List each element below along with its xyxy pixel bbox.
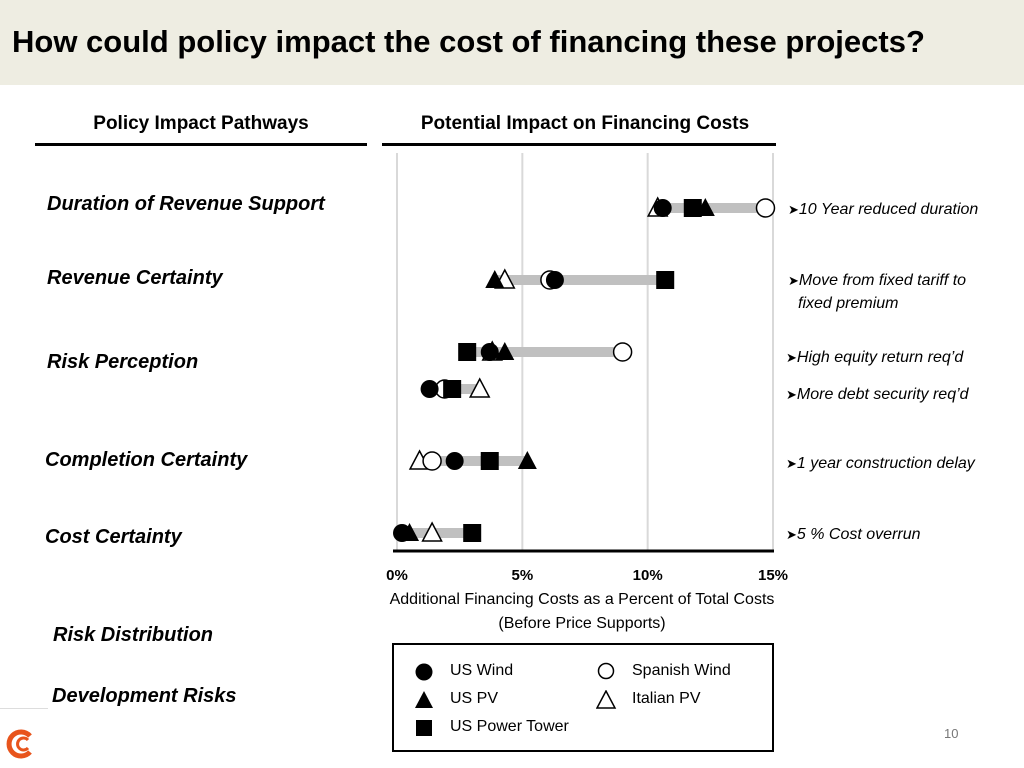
marker-row-3-us-wind bbox=[420, 380, 439, 398]
note-cost-overrun: ➤5 % Cost overrun bbox=[786, 526, 921, 543]
open-triangle-icon bbox=[596, 690, 617, 709]
note-equity-return: ➤High equity return req’d bbox=[786, 349, 964, 366]
x-tick-label-2: 10% bbox=[632, 567, 663, 584]
row-label-cost-certainty: Cost Certainty bbox=[45, 526, 182, 548]
arrow-bullet-icon: ➤ bbox=[786, 387, 797, 402]
marker-row-2-us-power-tower bbox=[458, 343, 477, 361]
right-column-header: Potential Impact on Financing Costs bbox=[420, 113, 750, 134]
row-label-risk-perception: Risk Perception bbox=[47, 351, 199, 373]
page-title: How could policy impact the cost of fina… bbox=[12, 24, 925, 59]
right-header-rule bbox=[382, 143, 776, 146]
title-bar bbox=[0, 0, 1024, 85]
note-revenue-certainty: ➤Move from fixed tariff to fixed premium bbox=[788, 272, 967, 312]
row-label-duration: Duration of Revenue Support bbox=[47, 193, 325, 215]
arrow-bullet-icon: ➤ bbox=[786, 527, 797, 542]
marker-row-5-us-power-tower bbox=[463, 524, 482, 542]
marker-row-1-us-wind bbox=[545, 271, 564, 289]
left-column-header: Policy Impact Pathways bbox=[93, 113, 309, 134]
arrow-bullet-icon: ➤ bbox=[786, 350, 797, 365]
marker-row-1-us-pv bbox=[485, 270, 505, 288]
note-debt-security: ➤More debt security req’d bbox=[786, 386, 969, 403]
marker-row-2-us-wind bbox=[480, 343, 499, 361]
marker-row-2-spanish-wind bbox=[612, 342, 633, 362]
marker-row-4-spanish-wind bbox=[422, 451, 442, 471]
marker-row-4-us-wind bbox=[445, 452, 464, 470]
marker-row-3-italian-pv bbox=[468, 377, 491, 398]
marker-row-0-us-power-tower bbox=[683, 199, 702, 217]
marker-row-0-us-wind bbox=[653, 199, 672, 217]
x-axis-label: Additional Financing Costs as a Percent … bbox=[389, 591, 775, 632]
note-construction-delay: ➤1 year construction delay bbox=[786, 455, 975, 472]
marker-row-5-italian-pv bbox=[421, 521, 443, 542]
marker-row-1-us-power-tower bbox=[656, 271, 675, 289]
page-number: 10 bbox=[944, 726, 959, 741]
marker-row-2-us-pv bbox=[495, 342, 515, 360]
marker-row-5-us-wind bbox=[393, 524, 412, 542]
arrow-bullet-icon: ➤ bbox=[788, 273, 799, 288]
label-risk-distribution: Risk Distribution bbox=[53, 624, 214, 646]
open-circle-icon bbox=[597, 662, 615, 680]
x-tick-label-1: 5% bbox=[511, 567, 534, 584]
arrow-bullet-icon: ➤ bbox=[788, 202, 799, 217]
x-tick-label-0: 0% bbox=[386, 567, 408, 584]
marker-row-3-us-power-tower bbox=[443, 380, 462, 398]
arrow-bullet-icon: ➤ bbox=[786, 456, 797, 471]
label-development-risks: Development Risks bbox=[52, 685, 237, 707]
logo-icon bbox=[0, 708, 48, 759]
legend: US Wind Spanish Wind US PV Italian PV US… bbox=[392, 643, 774, 752]
row-label-completion-certainty: Completion Certainty bbox=[45, 449, 248, 471]
left-header-rule bbox=[35, 143, 367, 146]
marker-row-0-spanish-wind bbox=[755, 198, 776, 218]
marker-row-4-us-pv bbox=[517, 451, 537, 469]
filled-square-icon bbox=[416, 720, 432, 736]
marker-row-4-us-power-tower bbox=[480, 452, 499, 470]
row-label-revenue-certainty: Revenue Certainty bbox=[47, 267, 223, 289]
filled-triangle-icon bbox=[415, 691, 433, 708]
note-duration: ➤10 Year reduced duration bbox=[788, 201, 979, 218]
filled-circle-icon bbox=[415, 663, 433, 681]
x-tick-label-3: 15% bbox=[757, 567, 789, 584]
